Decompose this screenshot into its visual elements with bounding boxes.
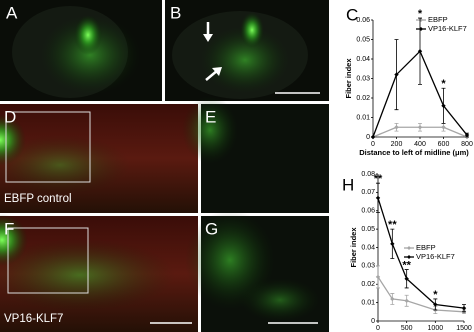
point <box>417 125 423 130</box>
panel-label: F <box>4 219 14 238</box>
panel-label: D <box>4 107 16 126</box>
y-axis-label: Fiber index <box>344 58 353 99</box>
point <box>375 195 381 201</box>
y-tick-label: 0.07 <box>361 189 375 196</box>
legend-marker <box>419 27 423 31</box>
point <box>370 134 376 140</box>
panel-label: G <box>205 219 218 238</box>
panel-label: A <box>6 3 18 22</box>
point <box>375 274 381 280</box>
x-tick-label: 1500 <box>456 325 472 332</box>
panel-label: C <box>346 5 358 24</box>
y-tick-label: 0.04 <box>356 56 370 63</box>
image-caption: EBFP control <box>4 193 72 205</box>
point <box>390 296 395 302</box>
panel-g: G <box>185 210 329 332</box>
y-tick-label: 0.06 <box>356 17 370 24</box>
y-tick-label: 0.03 <box>361 263 375 270</box>
y-tick-label: 0.04 <box>361 244 375 251</box>
x-tick-label: 0 <box>376 325 380 332</box>
x-tick-label: 400 <box>414 141 426 148</box>
panel-f: F VP16-KLF7 <box>0 214 198 332</box>
legend-label: EBFP <box>428 15 448 24</box>
panel-label: H <box>342 175 354 194</box>
panel-label: E <box>205 107 216 126</box>
y-tick-label: 0 <box>366 134 370 141</box>
point <box>394 72 399 77</box>
x-tick-label: 800 <box>461 141 473 148</box>
panel-a: A <box>0 0 162 101</box>
panel-b: B <box>165 0 329 101</box>
y-tick-label: 0.02 <box>361 281 375 288</box>
legend-marker <box>407 246 411 250</box>
panel-e: E <box>182 96 329 213</box>
point <box>464 132 470 138</box>
panel-label: B <box>170 3 181 22</box>
annotation: ** <box>388 219 397 231</box>
point <box>390 241 395 247</box>
y-tick-label: 0.05 <box>361 226 375 233</box>
x-tick-label: 1000 <box>428 325 444 332</box>
x-tick-label: 200 <box>391 141 403 148</box>
point <box>461 305 467 311</box>
x-axis-label: Distance to left of midline (μm) <box>359 148 469 157</box>
legend-label: VP16-KLF7 <box>416 252 455 261</box>
y-tick-label: 0.08 <box>361 171 375 178</box>
x-tick-label: 0 <box>371 141 375 148</box>
x-tick-label: 600 <box>438 141 450 148</box>
point <box>394 125 399 130</box>
annotation: * <box>418 8 423 20</box>
point <box>417 49 423 54</box>
point <box>441 103 446 108</box>
point <box>404 298 409 303</box>
annotation: * <box>433 289 438 301</box>
legend-marker <box>407 255 411 259</box>
image-caption: VP16-KLF7 <box>4 313 63 325</box>
y-tick-label: 0.03 <box>356 75 370 82</box>
y-tick-label: 0.01 <box>361 299 375 306</box>
y-tick-label: 0.06 <box>361 208 375 215</box>
y-tick-label: 0.05 <box>356 36 370 43</box>
x-tick-label: 500 <box>401 325 413 332</box>
y-axis-label: Fiber index <box>349 227 358 268</box>
point <box>404 276 409 281</box>
panel-d: D EBFP control <box>0 104 198 213</box>
point <box>441 125 446 130</box>
legend-label: VP16-KLF7 <box>428 24 467 33</box>
point <box>433 302 438 307</box>
annotation: * <box>441 78 446 90</box>
y-tick-label: 0 <box>371 318 375 325</box>
annotation: ** <box>374 173 383 185</box>
legend-label: EBFP <box>416 243 436 252</box>
annotation: ** <box>402 259 411 271</box>
y-tick-label: 0.02 <box>356 95 370 102</box>
y-tick-label: 0.01 <box>356 114 370 121</box>
